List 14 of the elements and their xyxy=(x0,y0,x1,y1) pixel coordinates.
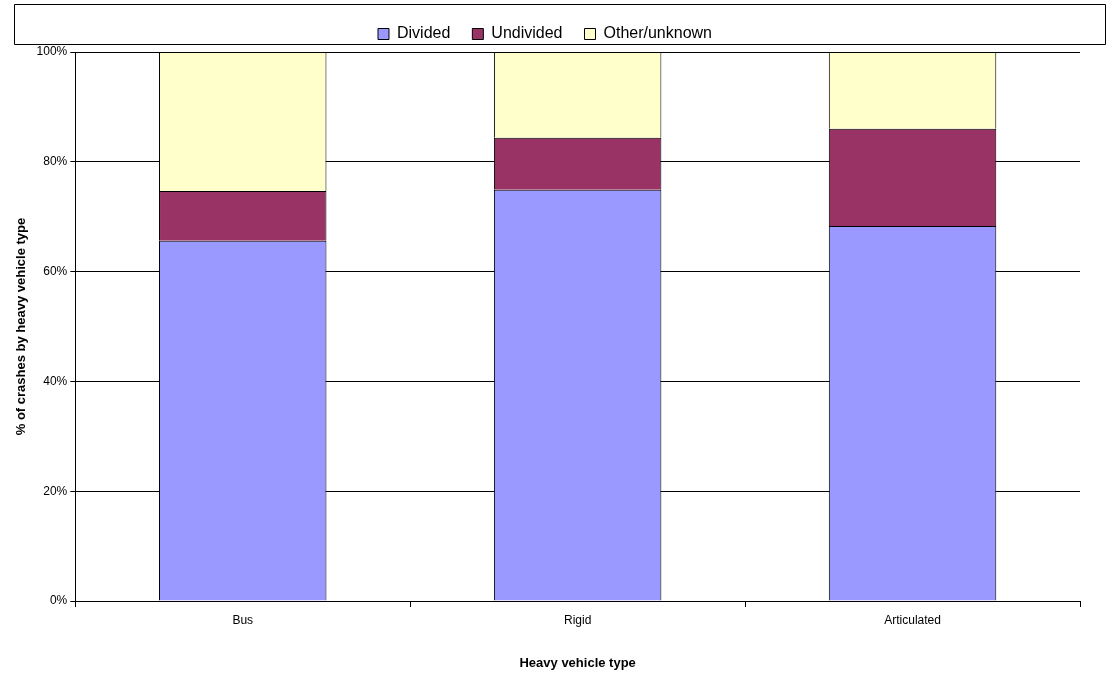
y-tick-label: 80% xyxy=(43,154,68,169)
y-axis-title: % of crashes by heavy vehicle type xyxy=(13,217,29,436)
x-tick-label: Rigid xyxy=(563,612,592,627)
y-tick-label: 20% xyxy=(43,483,68,498)
x-tick-label: Bus xyxy=(232,612,254,627)
y-tick-label: 40% xyxy=(43,373,68,388)
legend-label: Divided xyxy=(396,24,451,42)
y-tick-label: 60% xyxy=(43,263,68,278)
x-axis-title: Heavy vehicle type xyxy=(519,654,636,670)
x-tick-label: Articulated xyxy=(884,612,941,627)
y-tick-label: 0% xyxy=(49,593,68,608)
legend-label: Undivided xyxy=(491,24,563,42)
y-tick-label: 100% xyxy=(36,44,68,59)
legend-label: Other/unknown xyxy=(603,24,713,42)
